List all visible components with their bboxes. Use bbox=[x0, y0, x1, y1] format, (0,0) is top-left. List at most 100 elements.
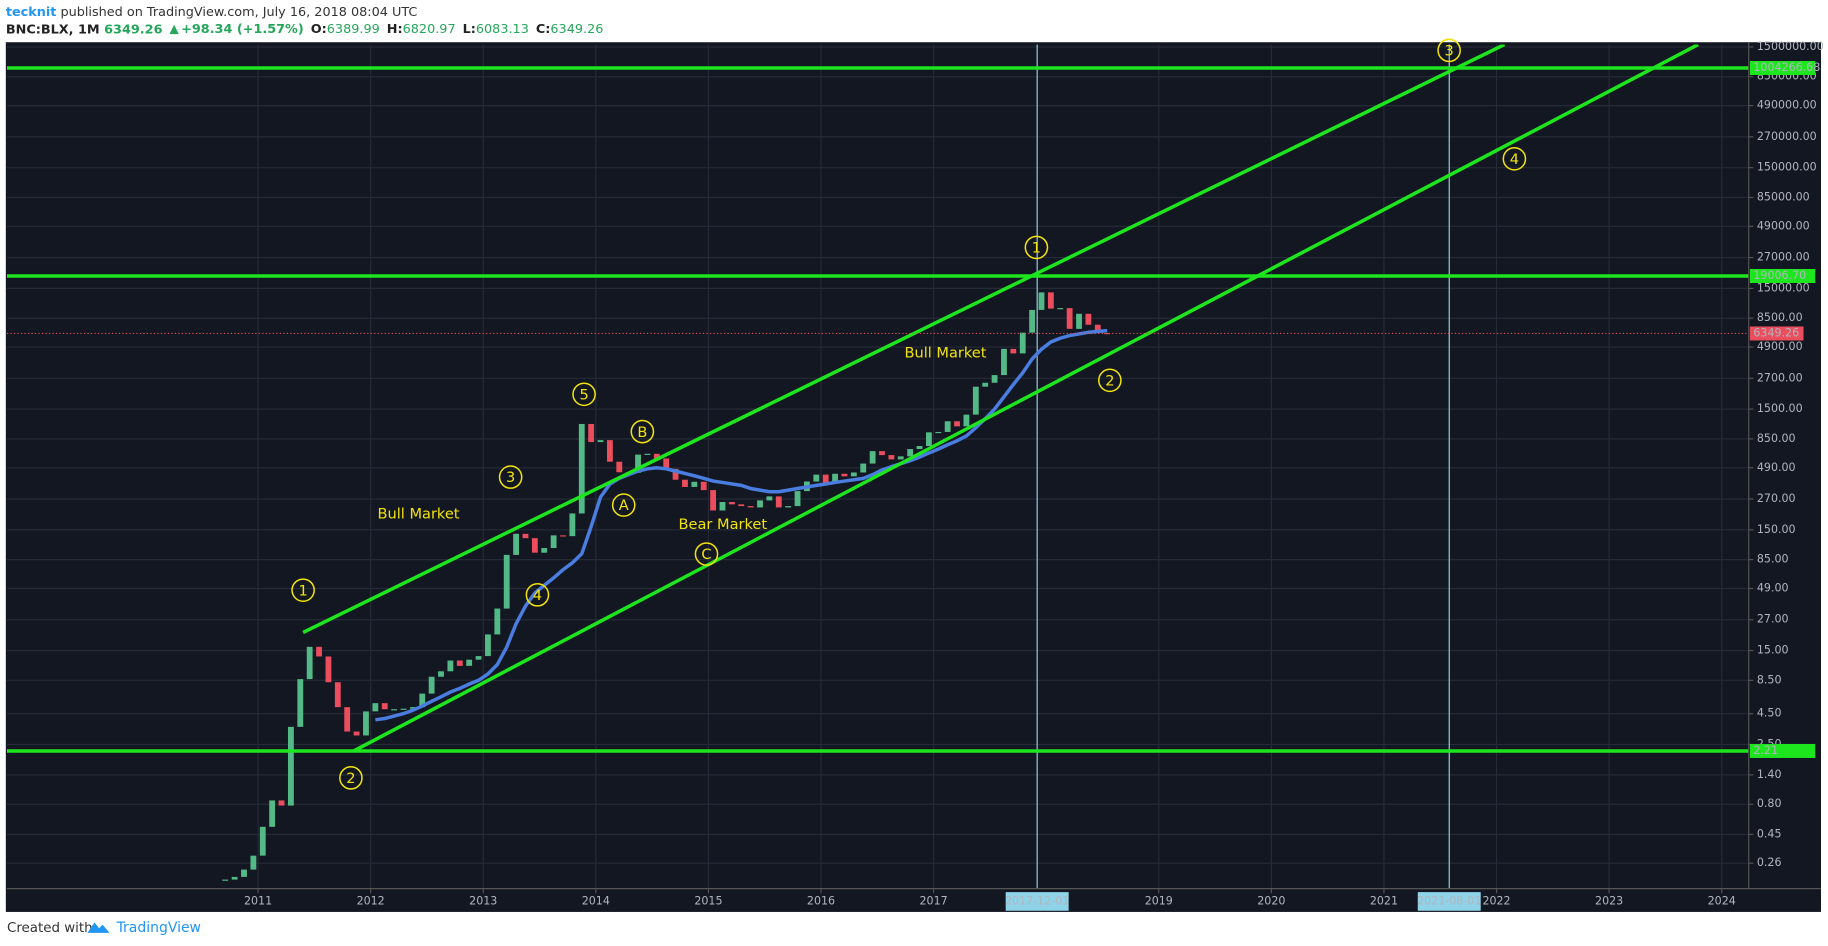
ohlc-label: L: bbox=[463, 22, 476, 37]
candle bbox=[513, 533, 519, 555]
candle bbox=[1085, 313, 1092, 325]
x-tick-label: 2015 bbox=[694, 894, 722, 907]
candle bbox=[963, 414, 970, 427]
candle bbox=[841, 473, 848, 477]
ohlc-label: O: bbox=[311, 22, 327, 37]
symbol-line: BNC:BLX, 1M 6349.26 bbox=[6, 22, 163, 37]
wave-circle bbox=[611, 493, 636, 517]
plot: 2011 2012 2013 2014 2015 2016 2017 2019 2020 2021… bbox=[6, 38, 1824, 911]
y-tick-label: 1.40 bbox=[1757, 768, 1782, 781]
candle bbox=[785, 506, 792, 508]
candle bbox=[531, 538, 538, 553]
ohlc-label: H: bbox=[387, 22, 403, 37]
chart-background bbox=[5, 42, 1822, 912]
wave-circle bbox=[572, 382, 596, 407]
market-label: Bull Market bbox=[904, 345, 986, 362]
candle bbox=[334, 682, 341, 708]
candle bbox=[700, 481, 707, 491]
wave-label: C bbox=[701, 546, 711, 563]
candle bbox=[550, 535, 557, 549]
wave-circle bbox=[498, 465, 523, 489]
vertical-marker-label: 2021-08-01 bbox=[1417, 894, 1481, 907]
y-tick-label: 0.26 bbox=[1757, 856, 1782, 869]
y-tick-label: 85000.00 bbox=[1757, 190, 1810, 203]
wave-label: 1 bbox=[298, 582, 307, 599]
candle bbox=[363, 711, 369, 736]
last-price-label: 6349.26 bbox=[1753, 326, 1799, 339]
level-label-box bbox=[1749, 60, 1816, 75]
x-tick-label: 2016 bbox=[807, 894, 835, 907]
x-tick-label: 2024 bbox=[1708, 894, 1736, 907]
candle bbox=[503, 554, 510, 609]
up-arrow bbox=[169, 24, 179, 35]
y-tick-label: 150.00 bbox=[1757, 523, 1796, 536]
y-tick-label: 15000.00 bbox=[1757, 281, 1810, 294]
candle bbox=[578, 423, 585, 514]
x-tick-label: 2019 bbox=[1145, 894, 1173, 907]
candle bbox=[1038, 292, 1045, 310]
candle bbox=[541, 548, 548, 553]
trend-line bbox=[302, 44, 1506, 634]
author[interactable]: tecknit bbox=[6, 4, 57, 19]
level-label: 1004266.68 bbox=[1753, 61, 1820, 74]
candle bbox=[494, 608, 501, 635]
candle bbox=[438, 671, 444, 677]
candle bbox=[869, 451, 876, 464]
candle bbox=[306, 646, 313, 680]
wave-label: 4 bbox=[1510, 151, 1519, 168]
y-tick-label: 1500.00 bbox=[1757, 402, 1803, 415]
candle bbox=[635, 454, 641, 473]
y-tick-label: 1500000.00 bbox=[1757, 40, 1824, 53]
level-label-box bbox=[1749, 268, 1816, 283]
candle bbox=[644, 453, 651, 455]
wave-circle bbox=[525, 582, 550, 607]
candle bbox=[1001, 348, 1007, 376]
candle bbox=[560, 535, 566, 537]
trend-line bbox=[352, 44, 1699, 753]
y-tick-label: 0.80 bbox=[1757, 797, 1782, 810]
plot-area bbox=[6, 44, 1749, 889]
candle bbox=[728, 502, 735, 505]
x-tick-label: 2021 bbox=[1370, 894, 1398, 907]
candle bbox=[916, 446, 923, 450]
candle bbox=[925, 432, 932, 447]
candle bbox=[747, 506, 754, 508]
y-tick-label: 49.00 bbox=[1757, 581, 1789, 594]
vertical-marker-label-box bbox=[1005, 892, 1069, 911]
candle bbox=[391, 709, 398, 711]
ohlc-label: C: bbox=[536, 22, 551, 37]
brand[interactable]: TradingView bbox=[116, 920, 201, 936]
x-tick-label: 2011 bbox=[244, 894, 272, 907]
candle bbox=[860, 463, 867, 473]
wave-circle bbox=[1502, 146, 1527, 171]
wave-circle bbox=[1098, 368, 1122, 393]
candle bbox=[1019, 332, 1026, 354]
change: +98.34 (+1.57%) bbox=[181, 22, 304, 37]
candle bbox=[897, 456, 904, 460]
candle bbox=[400, 708, 407, 710]
symbol: BNC:BLX, 1M bbox=[6, 22, 100, 37]
candle bbox=[682, 479, 688, 487]
vertical-marker-label-box bbox=[1417, 892, 1481, 911]
y-tick-label: 15.00 bbox=[1757, 644, 1789, 657]
wave-circle bbox=[694, 542, 719, 566]
x-tick-label: 2014 bbox=[582, 894, 610, 907]
published: published on TradingView.com, July 16, 2… bbox=[60, 4, 417, 19]
candle bbox=[381, 703, 388, 710]
x-tick-label: 2012 bbox=[357, 894, 385, 907]
candle bbox=[419, 693, 426, 708]
candle bbox=[569, 513, 576, 537]
ohlc-value: 6389.99 bbox=[327, 22, 380, 37]
ohlc-value: 6349.26 bbox=[550, 22, 603, 37]
candle bbox=[522, 533, 529, 539]
candle bbox=[794, 491, 801, 507]
wave-label: 2 bbox=[346, 770, 355, 787]
candle bbox=[316, 646, 322, 657]
candle bbox=[719, 502, 726, 511]
candle bbox=[954, 421, 960, 427]
y-tick-label: 2700.00 bbox=[1757, 371, 1803, 384]
header-line: tecknit published on TradingView.com, Ju… bbox=[6, 4, 418, 19]
wave-circle bbox=[630, 419, 655, 444]
candle bbox=[287, 726, 294, 806]
